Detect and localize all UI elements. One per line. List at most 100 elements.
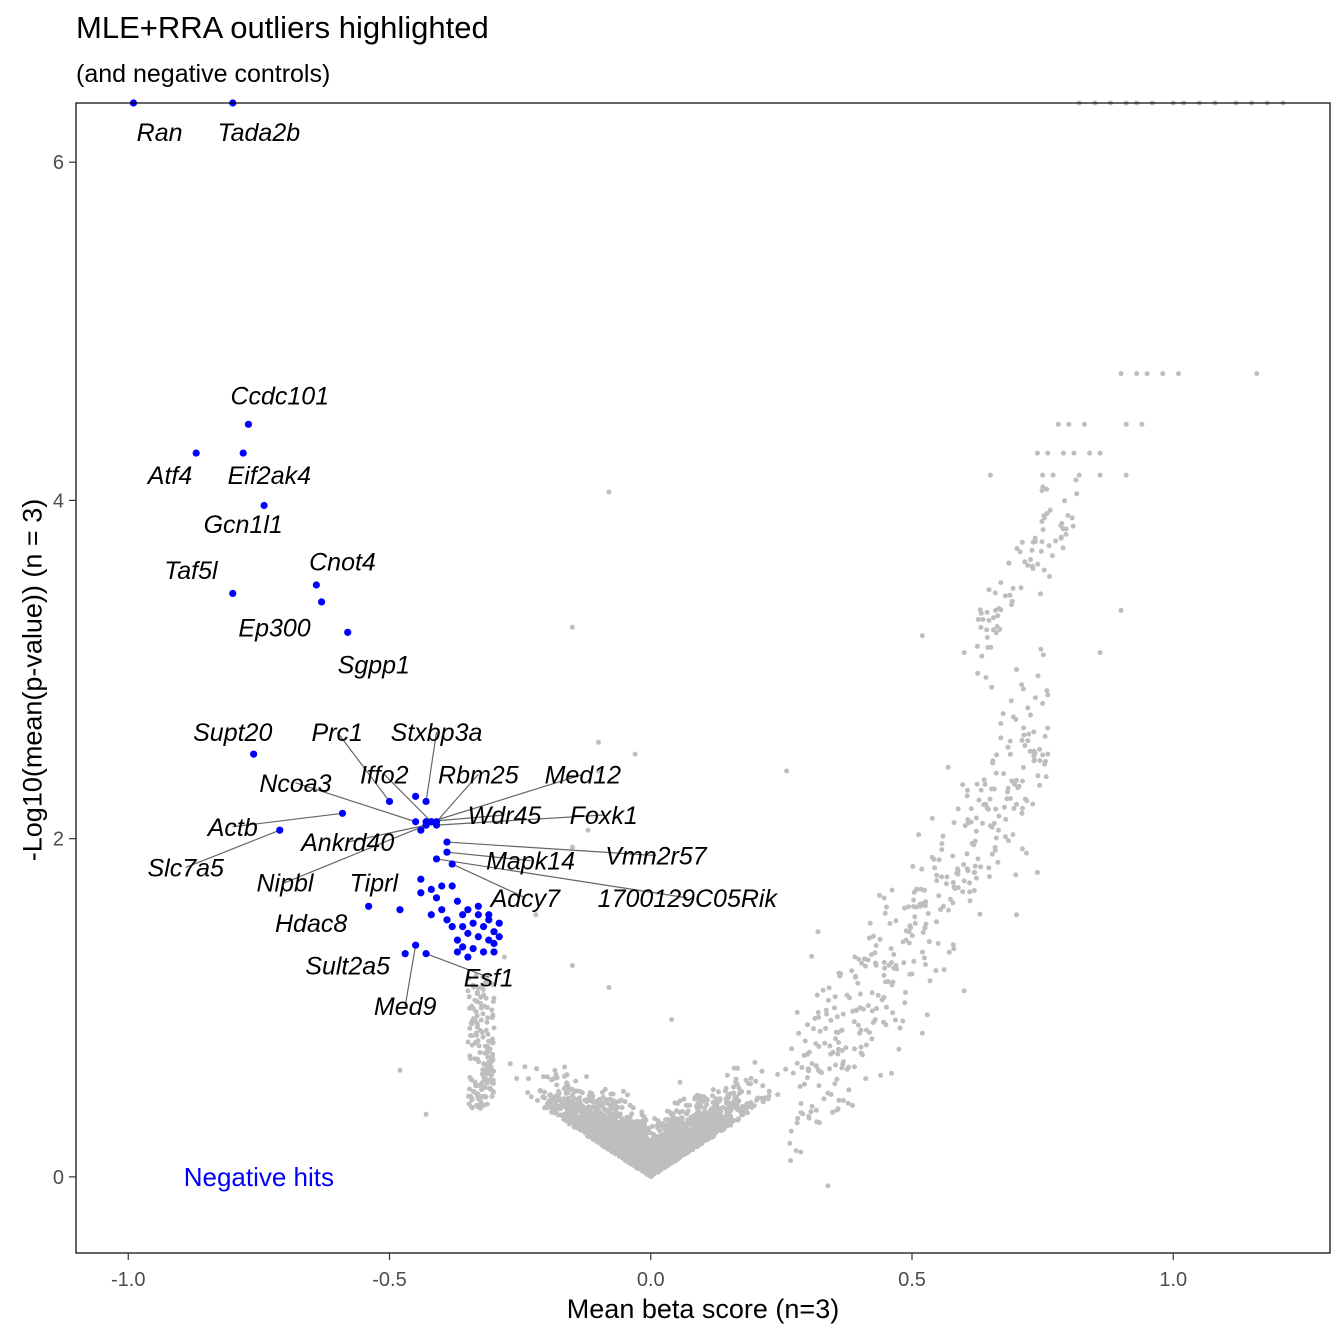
background-point xyxy=(710,1093,715,1099)
background-point xyxy=(525,1090,531,1095)
background-point xyxy=(514,1076,520,1081)
background-point xyxy=(850,1102,855,1108)
background-point xyxy=(702,1105,708,1111)
background-point xyxy=(469,1033,475,1039)
point-label: Vmn2r57 xyxy=(605,843,708,871)
label-leader-line xyxy=(336,731,390,802)
background-point xyxy=(710,1100,716,1105)
background-point xyxy=(897,1025,903,1031)
background-point xyxy=(574,1118,580,1124)
background-point xyxy=(624,1114,630,1120)
background-point xyxy=(1043,774,1049,780)
highlight-point xyxy=(338,809,347,817)
background-point xyxy=(1063,526,1069,532)
background-point xyxy=(717,1097,723,1103)
background-point xyxy=(911,897,917,903)
background-point xyxy=(794,1120,800,1126)
background-point xyxy=(805,1022,810,1028)
background-point xyxy=(589,1116,595,1122)
background-point xyxy=(622,1132,628,1138)
background-point xyxy=(809,1103,815,1109)
background-point xyxy=(883,1022,889,1028)
background-point xyxy=(610,1131,616,1137)
background-point xyxy=(911,958,917,964)
label-leader-line xyxy=(451,863,526,899)
background-point xyxy=(687,1136,693,1142)
background-point xyxy=(624,1145,630,1151)
background-point xyxy=(650,1168,656,1174)
background-point xyxy=(982,781,988,787)
background-point xyxy=(802,1081,807,1087)
background-point xyxy=(987,874,992,880)
background-point xyxy=(628,1133,634,1139)
background-point xyxy=(1037,758,1043,763)
highlight-point xyxy=(443,916,451,924)
background-point xyxy=(940,903,946,909)
background-point xyxy=(586,1104,591,1110)
point-label: Prc1 xyxy=(312,719,363,747)
highlight-point xyxy=(422,797,430,806)
background-point xyxy=(866,935,872,941)
background-point xyxy=(849,968,855,974)
background-point xyxy=(832,1005,837,1011)
background-point xyxy=(903,989,908,995)
background-point xyxy=(648,1149,654,1155)
background-point xyxy=(1045,725,1051,731)
background-point xyxy=(884,904,889,910)
background-point xyxy=(1066,421,1072,427)
background-point xyxy=(1026,731,1032,737)
background-point xyxy=(629,1142,635,1148)
point-label: Iffo2 xyxy=(360,761,409,789)
highlight-point xyxy=(396,906,404,914)
background-point xyxy=(960,782,966,788)
background-point xyxy=(798,1110,804,1116)
background-point xyxy=(615,1135,620,1140)
background-point xyxy=(666,1154,672,1160)
background-point xyxy=(902,1000,908,1006)
highlight-point xyxy=(385,797,394,806)
background-point xyxy=(1031,758,1037,764)
background-point xyxy=(946,907,951,913)
background-point xyxy=(989,851,995,857)
background-point xyxy=(716,1089,721,1095)
background-point xyxy=(789,1046,795,1052)
background-point xyxy=(861,956,867,962)
background-point xyxy=(856,956,862,962)
background-point xyxy=(602,1127,608,1133)
background-point xyxy=(1038,548,1044,554)
background-point xyxy=(790,1070,796,1076)
background-points xyxy=(397,100,1286,1189)
point-label: Esf1 xyxy=(464,964,514,992)
highlight-point xyxy=(443,848,451,856)
background-point xyxy=(809,953,815,959)
label-leader-lines xyxy=(185,731,688,1007)
background-point xyxy=(891,952,897,957)
background-point xyxy=(470,1088,476,1094)
background-point xyxy=(748,1081,753,1087)
background-point xyxy=(991,786,997,792)
label-leader-line xyxy=(383,773,432,823)
point-label: Slc7a5 xyxy=(147,854,224,882)
background-point xyxy=(633,1142,639,1148)
background-point xyxy=(608,1091,614,1097)
background-point xyxy=(924,1012,930,1018)
point-label: Ep300 xyxy=(238,614,310,642)
highlight-point xyxy=(312,581,320,589)
background-point xyxy=(625,1092,631,1098)
background-point xyxy=(397,1067,403,1073)
background-point xyxy=(965,787,970,793)
background-point xyxy=(723,1085,729,1091)
background-point xyxy=(830,1109,835,1115)
background-point xyxy=(537,1088,543,1094)
background-point xyxy=(627,1102,633,1108)
background-point xyxy=(993,806,999,812)
background-point xyxy=(804,1075,810,1081)
background-point xyxy=(841,1098,846,1103)
background-point xyxy=(783,1066,789,1072)
background-point xyxy=(1028,557,1033,563)
background-point xyxy=(905,904,911,910)
highlight-point xyxy=(412,792,420,800)
background-point xyxy=(827,1043,833,1049)
background-point xyxy=(984,627,990,633)
background-point xyxy=(735,1117,741,1123)
